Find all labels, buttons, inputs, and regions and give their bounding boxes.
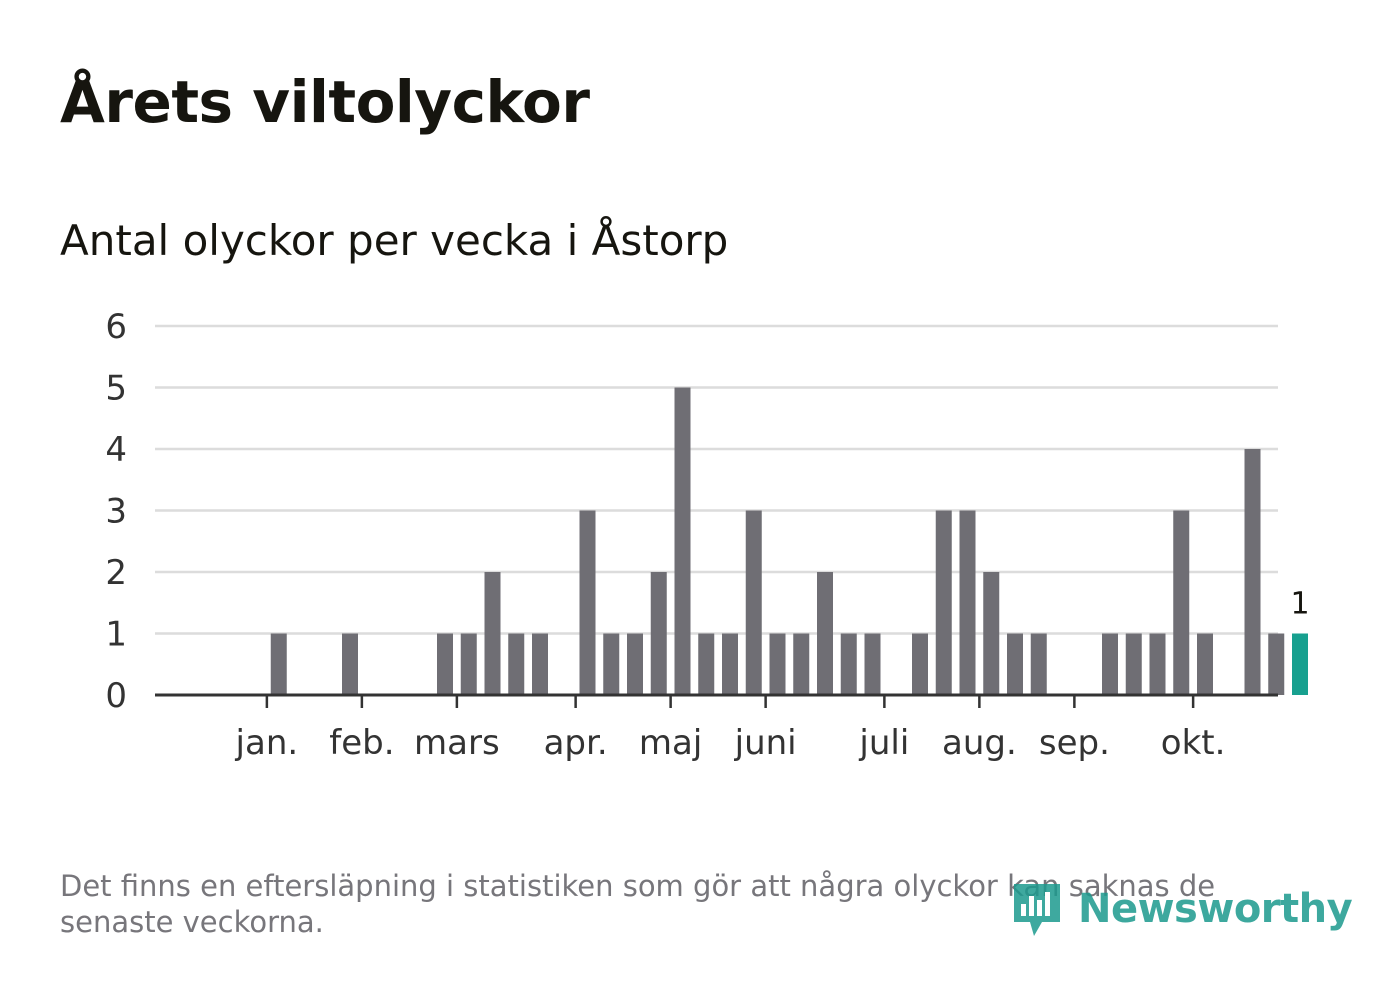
bar-highlighted (1292, 633, 1308, 695)
x-tick-label: jan. (235, 723, 299, 763)
bar (484, 572, 501, 695)
bar (722, 633, 738, 695)
y-tick-label: 6 (105, 307, 127, 347)
bar (864, 633, 881, 695)
bar (793, 633, 810, 695)
bar (1030, 633, 1047, 695)
bar (1102, 633, 1118, 695)
bar (674, 387, 691, 695)
bar (935, 510, 952, 695)
data-label: 1 (1290, 587, 1309, 622)
x-axis: jan. feb. mars apr. maj juni juli aug. sep. okt. (155, 693, 1278, 763)
y-axis-ticks: 0 1 2 3 4 5 6 (105, 307, 127, 716)
gridlines (155, 324, 1278, 635)
bar (817, 572, 833, 695)
bar (579, 510, 596, 695)
bar (437, 633, 453, 695)
bar (1197, 633, 1213, 695)
y-tick-label: 1 (105, 615, 127, 655)
bar (840, 633, 857, 695)
bar-chart-icon (1014, 884, 1060, 936)
bar (698, 633, 715, 695)
bar (532, 633, 548, 695)
x-tick-label: apr. (544, 723, 608, 763)
bar (1149, 633, 1166, 695)
bar (745, 510, 762, 695)
chart-title: Årets viltolyckor (60, 68, 590, 136)
y-tick-label: 3 (105, 492, 127, 532)
x-tick-label: feb. (329, 723, 394, 763)
y-tick-label: 2 (105, 553, 127, 593)
bar (627, 633, 643, 695)
bar (1125, 633, 1142, 695)
y-tick-label: 5 (105, 369, 127, 409)
bar (1268, 633, 1285, 695)
newsworthy-logo: Newsworthy (1012, 878, 1353, 940)
x-tick-label: okt. (1161, 723, 1226, 763)
bar (1007, 633, 1023, 695)
bar (1244, 449, 1261, 695)
bar (342, 633, 358, 695)
bar (460, 633, 477, 695)
bar (769, 633, 786, 695)
bar (983, 572, 1000, 695)
x-tick-label: juni (734, 723, 797, 763)
y-tick-label: 4 (105, 430, 127, 470)
bar (912, 633, 928, 695)
bar (959, 510, 976, 695)
y-tick-label: 0 (105, 676, 127, 716)
bar (1173, 510, 1190, 695)
x-tick-label: maj (639, 723, 702, 763)
data-labels: 1 (1290, 587, 1309, 622)
bar-chart: 0 1 2 3 4 5 6 jan. feb. mars apr. maj juni juli aug. s… (105, 307, 1309, 763)
bar (650, 572, 667, 695)
bar (603, 633, 620, 695)
bars (270, 387, 1308, 695)
bar (508, 633, 525, 695)
x-tick-label: aug. (942, 723, 1017, 763)
bar (270, 633, 287, 695)
x-tick-label: mars (414, 723, 500, 763)
chart-subtitle: Antal olyckor per vecka i Åstorp (60, 216, 729, 265)
x-tick-label: juli (858, 723, 909, 763)
x-tick-label: sep. (1039, 723, 1110, 763)
brand-name: Newsworthy (1078, 886, 1353, 932)
